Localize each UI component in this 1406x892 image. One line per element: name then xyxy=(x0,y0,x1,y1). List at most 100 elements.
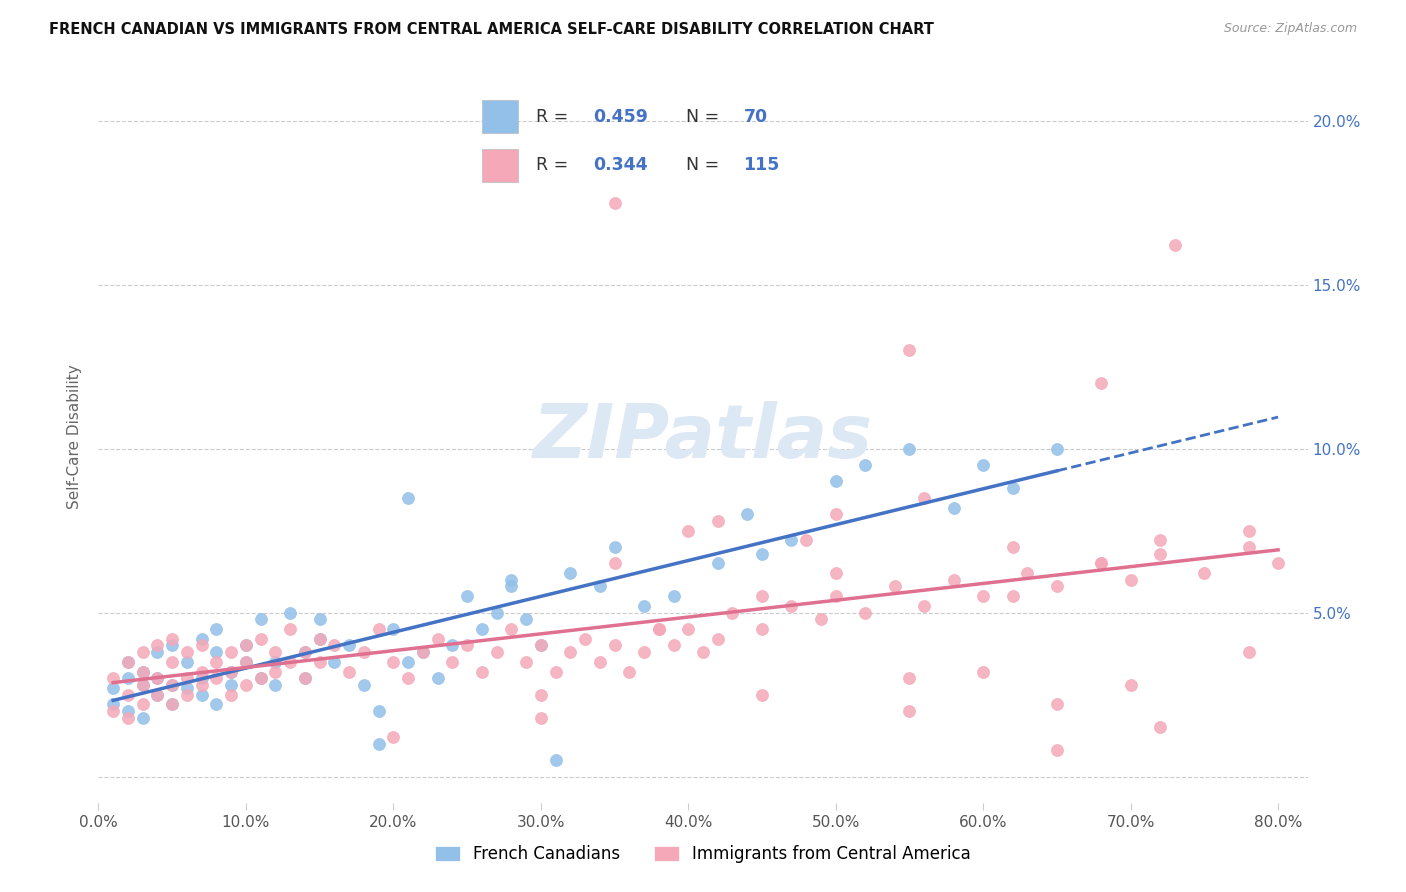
Point xyxy=(101,698,124,712)
Point xyxy=(678,622,700,636)
Legend: French Canadians, Immigrants from Central America: French Canadians, Immigrants from Centra… xyxy=(427,837,979,871)
Point xyxy=(205,622,228,636)
Text: 70: 70 xyxy=(744,108,768,126)
Point xyxy=(603,195,626,210)
Point xyxy=(117,655,139,669)
Point xyxy=(264,645,287,659)
Point xyxy=(101,704,124,718)
Point xyxy=(1001,540,1024,554)
Point xyxy=(735,507,758,521)
Point xyxy=(146,688,169,702)
Point xyxy=(146,688,169,702)
Point xyxy=(396,491,419,505)
Point xyxy=(294,645,316,659)
Text: R =: R = xyxy=(536,156,574,174)
Point xyxy=(219,665,242,679)
Point xyxy=(396,655,419,669)
Point xyxy=(382,730,405,744)
Point xyxy=(264,665,287,679)
Point xyxy=(337,665,360,679)
Point xyxy=(1001,589,1024,603)
Point xyxy=(294,671,316,685)
Point xyxy=(912,491,935,505)
Point xyxy=(898,343,921,358)
Point xyxy=(160,632,183,646)
Point xyxy=(824,507,846,521)
Point xyxy=(589,579,612,593)
Point xyxy=(706,557,728,571)
Point xyxy=(205,671,228,685)
Point xyxy=(131,665,153,679)
Point xyxy=(853,458,876,472)
Point xyxy=(530,688,553,702)
Point xyxy=(1090,557,1112,571)
Point xyxy=(456,638,478,652)
Point xyxy=(235,655,257,669)
Point xyxy=(323,638,346,652)
Point xyxy=(117,710,139,724)
Point xyxy=(219,678,242,692)
Point xyxy=(146,671,169,685)
Point xyxy=(972,665,994,679)
Point xyxy=(278,655,301,669)
Point xyxy=(131,645,153,659)
Point xyxy=(751,589,773,603)
Point xyxy=(706,514,728,528)
Point xyxy=(501,622,523,636)
Point xyxy=(751,547,773,561)
Point xyxy=(1090,376,1112,390)
Point xyxy=(249,671,271,685)
Point xyxy=(1046,579,1069,593)
Point xyxy=(101,681,124,695)
Point xyxy=(308,632,330,646)
Point xyxy=(1149,547,1171,561)
Point xyxy=(278,622,301,636)
Text: FRENCH CANADIAN VS IMMIGRANTS FROM CENTRAL AMERICA SELF-CARE DISABILITY CORRELAT: FRENCH CANADIAN VS IMMIGRANTS FROM CENTR… xyxy=(49,22,934,37)
Point xyxy=(560,645,582,659)
Point xyxy=(530,638,553,652)
Point xyxy=(603,557,626,571)
Point xyxy=(205,655,228,669)
Point xyxy=(794,533,817,548)
Point xyxy=(160,678,183,692)
Point xyxy=(160,638,183,652)
Point xyxy=(530,638,553,652)
Point xyxy=(219,665,242,679)
Point xyxy=(426,671,449,685)
Point xyxy=(1046,442,1069,456)
Point xyxy=(131,698,153,712)
Point xyxy=(751,622,773,636)
Point xyxy=(117,704,139,718)
Text: ZIPatlas: ZIPatlas xyxy=(533,401,873,474)
Point xyxy=(131,678,153,692)
Point xyxy=(1237,524,1260,538)
Point xyxy=(898,671,921,685)
Point xyxy=(367,704,389,718)
Point xyxy=(249,632,271,646)
Point xyxy=(367,622,389,636)
Point xyxy=(176,688,198,702)
Point xyxy=(176,671,198,685)
Point xyxy=(898,704,921,718)
Point xyxy=(544,753,567,767)
Point xyxy=(678,524,700,538)
Point xyxy=(412,645,434,659)
FancyBboxPatch shape xyxy=(482,149,517,181)
Point xyxy=(824,566,846,581)
Point xyxy=(751,688,773,702)
Point xyxy=(560,566,582,581)
Point xyxy=(131,665,153,679)
Point xyxy=(441,655,464,669)
Text: N =: N = xyxy=(686,156,725,174)
Point xyxy=(249,671,271,685)
Point xyxy=(1194,566,1216,581)
Point xyxy=(337,638,360,652)
Text: 0.344: 0.344 xyxy=(593,156,648,174)
Text: 0.459: 0.459 xyxy=(593,108,648,126)
Point xyxy=(515,655,537,669)
Point xyxy=(146,671,169,685)
Point xyxy=(308,612,330,626)
Point xyxy=(692,645,714,659)
FancyBboxPatch shape xyxy=(482,101,517,133)
Point xyxy=(501,573,523,587)
